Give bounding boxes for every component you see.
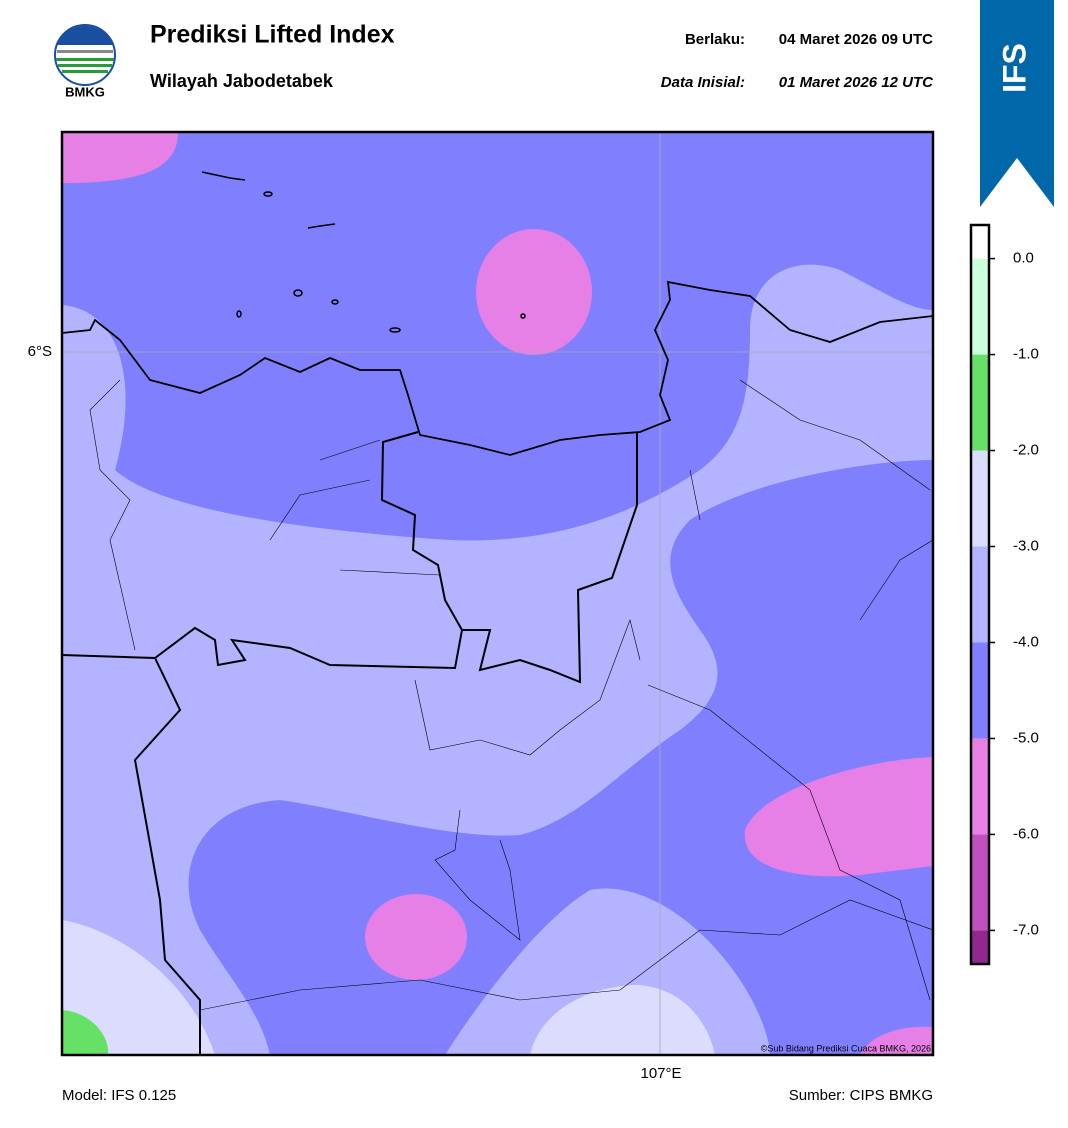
footer-source: Sumber: CIPS BMKG (789, 1087, 933, 1104)
province-border (62, 431, 638, 1055)
colorbar-segment (971, 225, 989, 259)
badge-text: IFS (996, 43, 1032, 93)
colorbar-tick-label: -7.0 (1013, 921, 1039, 938)
contour-area (530, 985, 715, 1055)
colorbar-segment (971, 258, 989, 355)
regency-border (89, 379, 933, 1011)
valid-time: 04 Maret 2026 09 UTC (779, 31, 933, 48)
colorbar-tick-label: -3.0 (1013, 537, 1039, 554)
footer-model: Model: IFS 0.125 (62, 1087, 176, 1104)
coastline (62, 280, 933, 456)
subtitle: Wilayah Jabodetabek (150, 71, 334, 91)
colorbar-tick-label: 0.0 (1013, 250, 1034, 267)
init-time: 01 Maret 2026 12 UTC (779, 74, 934, 91)
map: ©Sub Bidang Prediksi Cuaca BMKG, 2026 (62, 132, 933, 1055)
badge (980, 0, 1054, 207)
contour-area (62, 920, 215, 1055)
contour-area (62, 264, 933, 1055)
contour-area (365, 894, 467, 980)
valid-label: Berlaku: (685, 31, 745, 48)
colorbar-frame (969, 223, 991, 966)
colorbar-segment (971, 738, 989, 835)
logo: BMKG (54, 24, 116, 99)
colorbar: 0.0 -1.0 -2.0 -3.0 -4.0 -5.0 -6.0 -7.0 (969, 223, 1039, 966)
colorbar-tick-label: -4.0 (1013, 633, 1039, 650)
colorbar-tick-label: -2.0 (1013, 442, 1039, 459)
colorbar-segment (971, 834, 989, 931)
colorbar-segment (971, 642, 989, 739)
lon-label: 107°E (640, 1065, 681, 1082)
colorbar-segment (971, 930, 989, 964)
lat-label: 6°S (28, 343, 52, 360)
colorbar-segment (971, 546, 989, 643)
contour-area (860, 1026, 933, 1055)
contour-area (476, 229, 592, 355)
logo-text: BMKG (65, 84, 105, 99)
colorbar-segment (971, 450, 989, 547)
contour-area (62, 1010, 109, 1055)
colorbar-segment (971, 354, 989, 451)
contour-area (62, 132, 178, 183)
contour-area (744, 757, 933, 877)
islands (201, 171, 526, 333)
init-label: Data Inisial: (661, 74, 745, 91)
credit: ©Sub Bidang Prediksi Cuaca BMKG, 2026 (761, 1043, 931, 1053)
map-frame (60, 130, 935, 1057)
title: Prediksi Lifted Index (150, 21, 395, 49)
colorbar-tick-label: -5.0 (1013, 729, 1039, 746)
colorbar-tick-label: -1.0 (1013, 346, 1039, 363)
colorbar-tick-label: -6.0 (1013, 825, 1039, 842)
